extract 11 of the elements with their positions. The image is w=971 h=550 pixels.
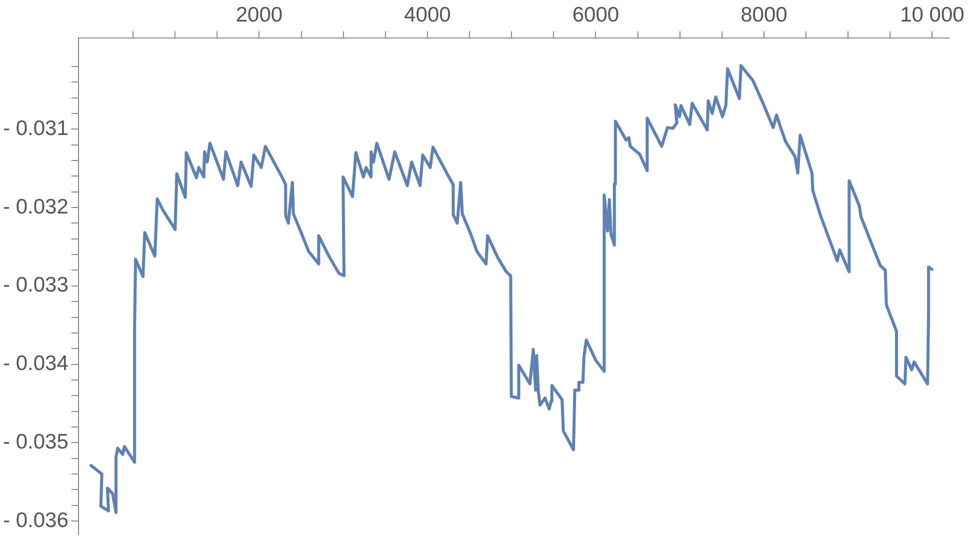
y-tick-label: - 0.033: [2, 274, 68, 297]
x-tick-label: 8000: [740, 3, 788, 26]
y-tick-label: - 0.035: [2, 430, 68, 454]
x-tick-label: 6000: [572, 3, 620, 26]
y-tick-label: - 0.034: [2, 352, 69, 376]
y-tick-label: - 0.036: [2, 508, 68, 532]
x-tick-label: 4000: [404, 3, 451, 26]
y-tick-label: - 0.032: [2, 195, 68, 218]
x-tick-label: 2000: [236, 3, 283, 26]
y-tick-label: - 0.031: [2, 116, 68, 140]
x-tick-label: 10 000: [900, 3, 964, 26]
